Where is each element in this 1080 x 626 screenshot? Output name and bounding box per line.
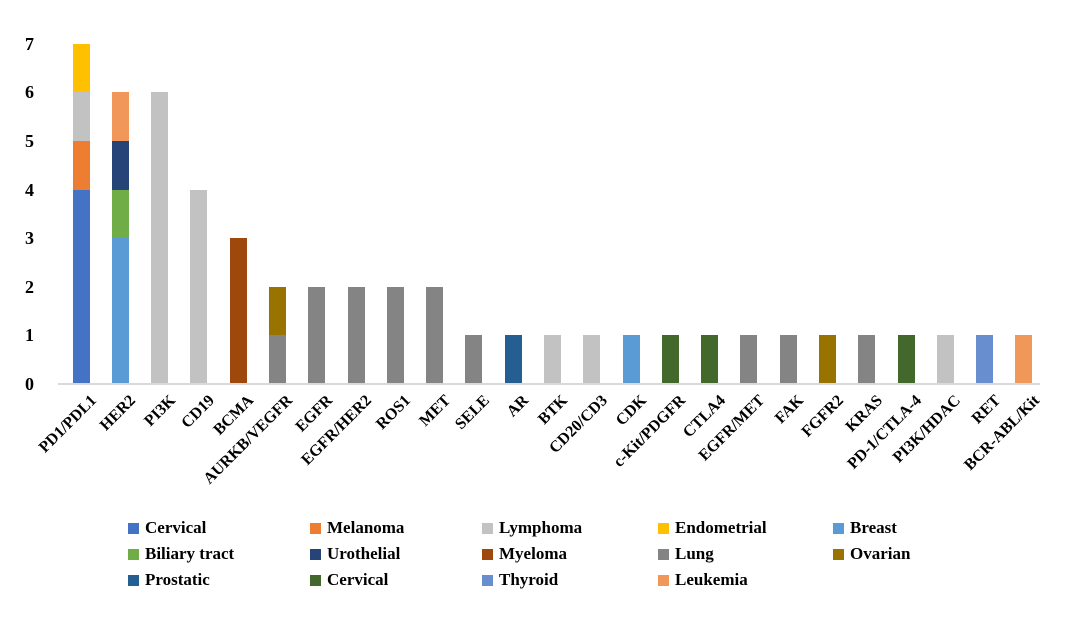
bar-aurkb-vegfr-segment-lung bbox=[268, 335, 286, 384]
bar-cdk-segment-breast bbox=[622, 335, 640, 384]
legend-color-swatch-icon-lung bbox=[658, 548, 669, 560]
legend-color-swatch-icon-myeloma bbox=[482, 548, 493, 560]
bar-ret-segment-thyroid bbox=[976, 335, 994, 384]
legend-color-swatch-icon-prostatic bbox=[128, 574, 139, 586]
bar-egfr-met-segment-lung bbox=[740, 335, 758, 384]
legend-color-swatch-icon-cervical-2 bbox=[310, 574, 321, 586]
legend-label-urothelial: Urothelial bbox=[327, 544, 401, 563]
y-axis-tick-label-3: 3 bbox=[25, 228, 34, 249]
bar-ctla4-segment-cervical-2 bbox=[701, 335, 719, 384]
legend-label-breast: Breast bbox=[850, 518, 897, 537]
legend-item-lung: Lung bbox=[658, 543, 714, 565]
bar-pd1-pdl1-segment-cervical bbox=[72, 189, 90, 384]
bar-cd20-cd3-segment-lymphoma bbox=[583, 335, 601, 384]
legend-label-ovarian: Ovarian bbox=[850, 544, 911, 563]
legend-color-swatch-icon-leukemia bbox=[658, 574, 669, 586]
y-axis-tick-label-1: 1 bbox=[25, 325, 34, 346]
legend-item-ovarian: Ovarian bbox=[833, 543, 910, 565]
bar-pd-1-ctla-4-segment-cervical-2 bbox=[897, 335, 915, 384]
legend-label-lymphoma: Lymphoma bbox=[499, 518, 583, 537]
bar-ros1-segment-lung bbox=[386, 286, 404, 384]
legend-label-prostatic: Prostatic bbox=[145, 570, 210, 589]
legend-item-melanoma: Melanoma bbox=[310, 517, 404, 539]
bar-pd1-pdl1-segment-lymphoma bbox=[72, 92, 90, 141]
legend-label-melanoma: Melanoma bbox=[327, 518, 405, 537]
x-axis-line bbox=[58, 383, 1040, 385]
legend-color-swatch-icon-melanoma bbox=[310, 522, 321, 534]
legend-color-swatch-icon-urothelial bbox=[310, 548, 321, 560]
bar-met-segment-lung bbox=[426, 286, 444, 384]
legend-item-leukemia: Leukemia bbox=[658, 569, 748, 591]
bar-pd1-pdl1-segment-endometrial bbox=[72, 43, 90, 93]
bar-ar-segment-prostatic bbox=[504, 335, 522, 384]
legend-item-cervical: Cervical bbox=[128, 517, 206, 539]
y-axis-tick-label-2: 2 bbox=[25, 276, 34, 297]
legend-label-myeloma: Myeloma bbox=[499, 544, 567, 563]
y-axis-tick-label-0: 0 bbox=[25, 374, 34, 394]
bar-pi3k-hdac-segment-lymphoma bbox=[936, 335, 954, 384]
bar-pd1-pdl1-segment-melanoma bbox=[72, 141, 90, 190]
legend-item-lymphoma: Lymphoma bbox=[482, 517, 582, 539]
legend-color-swatch-icon-ovarian bbox=[833, 548, 844, 560]
legend-item-breast: Breast bbox=[833, 517, 897, 539]
bar-aurkb-vegfr-segment-ovarian bbox=[268, 286, 286, 336]
legend-label-leukemia: Leukemia bbox=[675, 570, 748, 589]
legend-color-swatch-icon-endometrial bbox=[658, 522, 669, 534]
legend-label-cervical-2: Cervical bbox=[327, 570, 389, 589]
bar-her2-segment-breast bbox=[111, 238, 129, 384]
bar-c-kit-pdgfr-segment-cervical-2 bbox=[661, 335, 679, 384]
bar-her2-segment-biliary-tract bbox=[111, 189, 129, 239]
legend-label-endometrial: Endometrial bbox=[675, 518, 767, 537]
legend-label-cervical: Cervical bbox=[145, 518, 207, 537]
bar-fak-segment-lung bbox=[779, 335, 797, 384]
legend-color-swatch-icon-cervical bbox=[128, 522, 139, 534]
y-axis-tick-label-7: 7 bbox=[25, 33, 34, 54]
bar-egfr-segment-lung bbox=[308, 286, 326, 384]
bar-btk-segment-lymphoma bbox=[543, 335, 561, 384]
bar-bcr-abl-kit-segment-leukemia bbox=[1015, 335, 1033, 384]
legend-item-myeloma: Myeloma bbox=[482, 543, 567, 565]
legend-color-swatch-icon-biliary-tract bbox=[128, 548, 139, 560]
legend-item-prostatic: Prostatic bbox=[128, 569, 210, 591]
bar-sele-segment-lung bbox=[465, 335, 483, 384]
bar-bcma-segment-myeloma bbox=[229, 238, 247, 384]
legend-item-biliary-tract: Biliary tract bbox=[128, 543, 234, 565]
bar-kras-segment-lung bbox=[858, 335, 876, 384]
y-axis-tick-label-5: 5 bbox=[25, 131, 34, 151]
y-axis-tick-label-6: 6 bbox=[25, 82, 34, 103]
legend-label-lung: Lung bbox=[675, 544, 714, 563]
bar-egfr-her2-segment-lung bbox=[347, 286, 365, 384]
bar-cd19-segment-lymphoma bbox=[190, 189, 208, 384]
bar-her2-segment-urothelial bbox=[111, 141, 129, 190]
legend-label-thyroid: Thyroid bbox=[499, 570, 559, 589]
bar-pi3k-segment-lymphoma bbox=[151, 92, 169, 384]
legend-color-swatch-icon-breast bbox=[833, 522, 844, 534]
legend-item-thyroid: Thyroid bbox=[482, 569, 558, 591]
legend-item-cervical-2: Cervical bbox=[310, 569, 388, 591]
bar-fgfr2-segment-ovarian bbox=[819, 335, 836, 384]
legend-color-swatch-icon-lymphoma bbox=[482, 522, 493, 534]
legend-label-biliary-tract: Biliary tract bbox=[145, 544, 235, 563]
y-axis-tick-label-4: 4 bbox=[25, 179, 34, 200]
legend-color-swatch-icon-thyroid bbox=[482, 574, 493, 586]
legend-item-endometrial: Endometrial bbox=[658, 517, 767, 539]
bar-her2-segment-leukemia bbox=[111, 92, 129, 141]
legend-item-urothelial: Urothelial bbox=[310, 543, 400, 565]
